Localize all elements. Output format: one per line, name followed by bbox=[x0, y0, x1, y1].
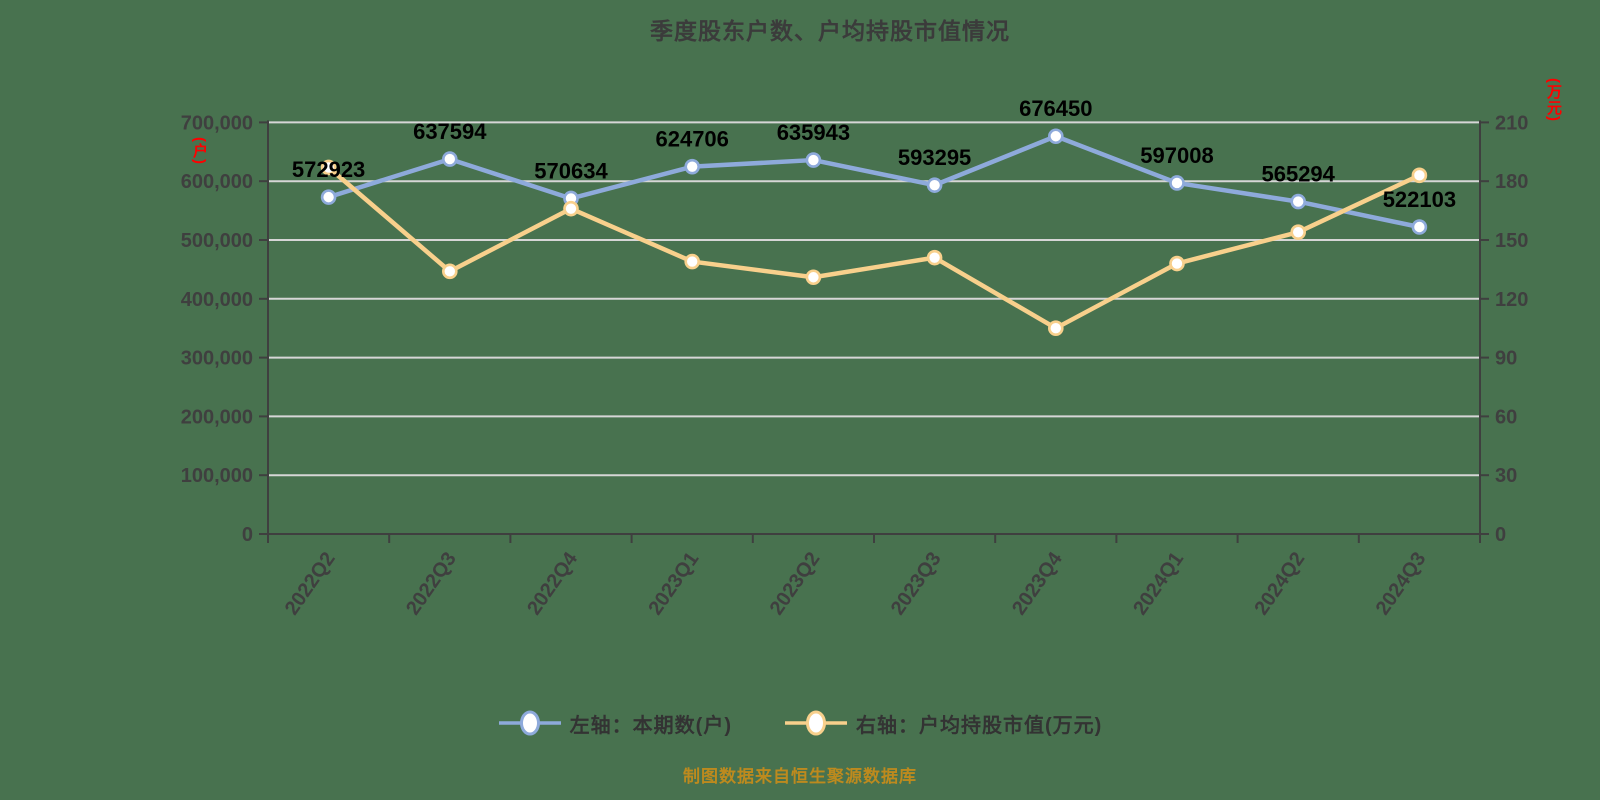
x-axis-category-label: 2022Q4 bbox=[523, 548, 582, 620]
data-point-label: 572923 bbox=[292, 157, 365, 182]
data-point-shareholder-count bbox=[320, 189, 337, 205]
data-source-note: 制图数据来自恒生聚源数据库 bbox=[683, 767, 917, 786]
x-axis-category-label: 2023Q3 bbox=[887, 548, 946, 619]
data-point-market-value bbox=[563, 200, 579, 217]
data-point-market-value bbox=[441, 263, 458, 280]
right-axis-tick-label: 60 bbox=[1495, 406, 1517, 428]
legend-item-shareholder-count: 左轴：本期数(户) bbox=[498, 708, 732, 738]
left-axis-tick-label: 0 bbox=[242, 524, 253, 546]
data-point-market-value bbox=[1290, 224, 1306, 240]
data-point-label: 593295 bbox=[898, 145, 971, 170]
data-point-shareholder-count bbox=[684, 158, 701, 175]
data-point-shareholder-count bbox=[1169, 175, 1185, 191]
right-axis-tick-label: 120 bbox=[1495, 289, 1528, 311]
left-axis-tick-label: 400,000 bbox=[181, 289, 253, 311]
left-axis-tick-label: 600,000 bbox=[181, 171, 253, 193]
x-axis-category-label: 2023Q2 bbox=[766, 548, 825, 619]
left-axis-tick-label: 500,000 bbox=[181, 230, 253, 252]
data-point-shareholder-count bbox=[1290, 193, 1306, 210]
legend-item-market-value: 右轴：户均持股市值(万元) bbox=[784, 708, 1102, 738]
right-axis-tick-label: 90 bbox=[1495, 348, 1517, 370]
data-point-market-value bbox=[320, 159, 337, 176]
x-axis-category-label: 2024Q1 bbox=[1129, 548, 1188, 619]
data-point-label: 565294 bbox=[1261, 162, 1335, 187]
legend-label-market-value: 右轴：户均持股市值(万元) bbox=[856, 714, 1103, 737]
x-axis-category-label: 2024Q2 bbox=[1250, 548, 1309, 619]
right-axis-tick-label: 180 bbox=[1495, 171, 1528, 193]
data-point-shareholder-count bbox=[1048, 128, 1064, 145]
left-axis-unit-label: (户) bbox=[191, 137, 208, 165]
data-point-label: 637594 bbox=[413, 119, 487, 144]
right-axis-tick-label: 30 bbox=[1495, 465, 1517, 487]
data-point-market-value bbox=[1169, 255, 1185, 272]
x-axis-category-label: 2022Q2 bbox=[281, 548, 340, 619]
data-point-label: 522103 bbox=[1383, 187, 1456, 212]
left-axis-tick-label: 200,000 bbox=[181, 406, 253, 428]
data-point-shareholder-count bbox=[441, 151, 458, 167]
series-line-market-value bbox=[326, 165, 1422, 331]
right-axis-tick-label: 0 bbox=[1495, 524, 1506, 546]
legend: 左轴：本期数(户) 右轴：户均持股市值(万元) bbox=[0, 698, 1600, 748]
data-point-label: 635943 bbox=[777, 120, 850, 145]
data-point-label: 570634 bbox=[534, 158, 608, 183]
chart-title: 季度股东户数、户均持股市值情况 bbox=[650, 18, 1010, 44]
legend-marker-yellow bbox=[785, 710, 847, 736]
right-axis-tick-label: 210 bbox=[1495, 112, 1528, 134]
left-axis-tick-label: 700,000 bbox=[181, 112, 253, 134]
data-point-market-value bbox=[684, 253, 701, 270]
data-point-market-value bbox=[1411, 167, 1428, 184]
data-point-label: 624706 bbox=[655, 127, 728, 152]
right-axis-tick-label: 150 bbox=[1495, 230, 1528, 252]
data-point-market-value bbox=[1048, 320, 1064, 337]
data-point-market-value bbox=[926, 249, 943, 266]
data-point-label: 597008 bbox=[1140, 143, 1213, 168]
data-point-shareholder-count bbox=[805, 152, 822, 168]
x-axis-category-label: 2024Q3 bbox=[1372, 548, 1431, 619]
data-point-shareholder-count bbox=[1411, 219, 1428, 235]
left-axis-tick-label: 100,000 bbox=[181, 465, 253, 487]
data-point-shareholder-count bbox=[926, 177, 943, 193]
x-axis-category-label: 2023Q1 bbox=[644, 548, 703, 619]
right-axis-unit-label: (万元) bbox=[1545, 78, 1562, 122]
legend-label-shareholder-count: 左轴：本期数(户) bbox=[569, 714, 732, 737]
series-line-shareholder-count bbox=[326, 133, 1422, 230]
x-axis-category-label: 2022Q3 bbox=[402, 548, 461, 619]
x-axis-category-label: 2023Q4 bbox=[1008, 548, 1067, 620]
left-axis-tick-label: 300,000 bbox=[181, 348, 253, 370]
legend-marker-blue bbox=[498, 710, 561, 736]
plot-area: 700,000 600,000 500,000 400,000 300,000 200,0… bbox=[181, 96, 1529, 620]
data-point-market-value bbox=[805, 269, 822, 286]
data-point-label: 676450 bbox=[1019, 96, 1092, 121]
